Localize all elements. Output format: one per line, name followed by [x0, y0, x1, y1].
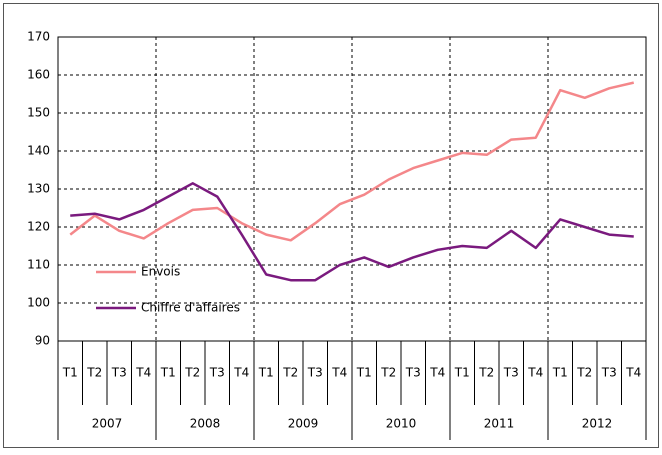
x-tick-label: T4 [233, 366, 249, 380]
x-tick-label: T2 [478, 366, 494, 380]
x-tick-label: T2 [184, 366, 200, 380]
x-tick-label: T2 [380, 366, 396, 380]
x-tick-label: T1 [552, 366, 568, 380]
x-tick-label: T3 [209, 366, 225, 380]
year-label: 2011 [484, 417, 515, 431]
y-tick-label: 90 [35, 334, 50, 348]
x-tick-label: T4 [429, 366, 445, 380]
x-tick-label: T4 [331, 366, 347, 380]
x-tick-label: T4 [135, 366, 151, 380]
x-tick-label: T1 [160, 366, 176, 380]
y-tick-label: 120 [27, 220, 50, 234]
y-tick-label: 140 [27, 144, 50, 158]
y-tick-label: 170 [27, 30, 50, 44]
series-line [70, 182, 634, 282]
y-tick-label: 160 [27, 68, 50, 82]
chart-frame [3, 3, 659, 448]
year-label: 2008 [190, 417, 221, 431]
y-tick-label: 150 [27, 106, 50, 120]
year-label: 2010 [386, 417, 417, 431]
year-label: 2007 [92, 417, 123, 431]
x-tick-label: T1 [454, 366, 470, 380]
x-tick-label: T3 [307, 366, 323, 380]
x-tick-label: T1 [356, 366, 372, 380]
legend-label: Chiffre d'affaires [141, 301, 240, 315]
year-label: 2012 [582, 417, 613, 431]
x-tick-label: T4 [527, 366, 543, 380]
x-tick-label: T3 [111, 366, 127, 380]
y-tick-label: 110 [27, 258, 50, 272]
x-tick-label: T4 [625, 366, 641, 380]
series-line [69, 81, 635, 242]
x-tick-label: T2 [282, 366, 298, 380]
x-tick-label: T2 [576, 366, 592, 380]
x-tick-label: T3 [601, 366, 617, 380]
y-tick-label: 100 [27, 296, 50, 310]
x-tick-label: T3 [405, 366, 421, 380]
year-label: 2009 [288, 417, 319, 431]
x-tick-label: T3 [503, 366, 519, 380]
x-tick-label: T1 [258, 366, 274, 380]
legend-label: Envois [141, 265, 180, 279]
x-tick-label: T1 [62, 366, 78, 380]
y-tick-label: 130 [27, 182, 50, 196]
x-tick-label: T2 [86, 366, 102, 380]
